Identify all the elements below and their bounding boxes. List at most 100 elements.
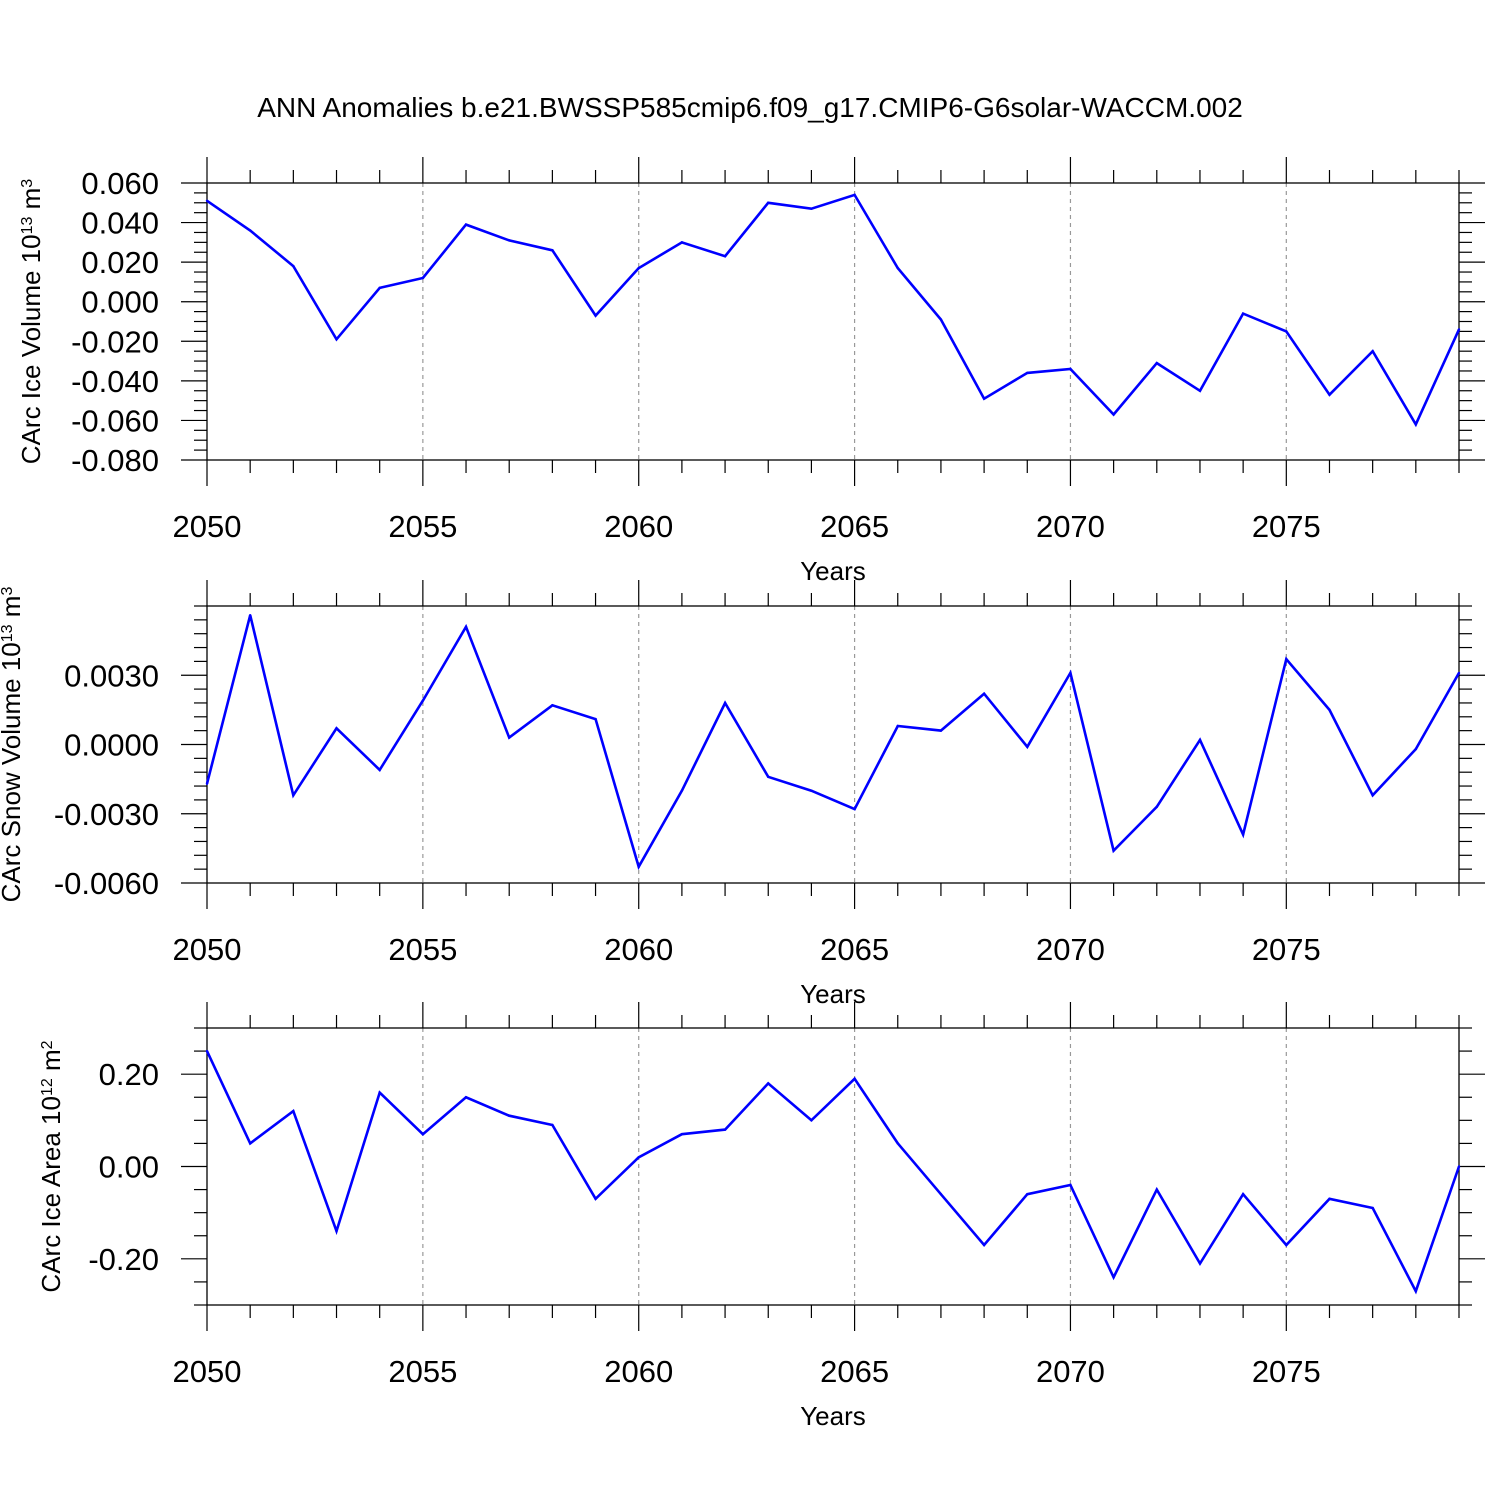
y-axis-label-part: CArc Ice Volume 10 — [16, 234, 46, 464]
data-point — [896, 724, 899, 728]
data-point — [378, 768, 381, 772]
data-point — [421, 1132, 425, 1136]
data-point — [1026, 1193, 1029, 1196]
data-point — [1026, 745, 1029, 749]
x-tick-label: 2050 — [173, 509, 242, 544]
x-tick-label: 2060 — [604, 509, 673, 544]
data-point — [1328, 708, 1331, 712]
data-point — [1414, 423, 1418, 426]
y-axis-label: CArc Snow Volume 1013 m3 — [0, 587, 26, 903]
data-point — [1241, 833, 1245, 836]
data-point — [1285, 330, 1288, 333]
data-point — [292, 264, 295, 268]
y-tick-label: -0.060 — [71, 403, 159, 438]
y-axis-label-superscript: 3 — [19, 179, 36, 188]
y-axis-label-superscript: 13 — [19, 217, 36, 235]
y-tick-label: 0.000 — [81, 285, 159, 320]
y-axis-label-part: m — [0, 596, 26, 625]
data-point — [982, 1243, 986, 1247]
data-point — [723, 255, 727, 258]
x-tick-label: 2065 — [820, 509, 889, 544]
data-point — [378, 1091, 381, 1094]
data-point — [1155, 805, 1158, 809]
data-point — [896, 266, 899, 270]
data-point — [1371, 794, 1374, 797]
data-point — [810, 1119, 813, 1122]
data-point — [551, 704, 554, 707]
data-point — [1198, 738, 1202, 742]
data-point — [637, 1156, 640, 1159]
x-tick-label: 2055 — [388, 932, 457, 967]
x-tick-label: 2055 — [388, 509, 457, 544]
y-tick-label: -0.020 — [71, 324, 159, 359]
y-tick-label: 0.20 — [99, 1057, 159, 1092]
x-tick-label: 2060 — [604, 1354, 673, 1389]
y-tick-label: 0.0030 — [64, 658, 159, 693]
data-point — [982, 397, 986, 400]
data-point — [335, 727, 338, 730]
data-point — [853, 193, 856, 197]
plot-frame — [206, 182, 1460, 461]
data-point — [1069, 1183, 1072, 1187]
plot-frame — [206, 1027, 1460, 1306]
data-point — [767, 1082, 770, 1085]
x-tick-label: 2060 — [604, 932, 673, 967]
y-axis-label-part: CArc Snow Volume 10 — [0, 642, 26, 902]
x-tick-label: 2075 — [1252, 932, 1321, 967]
data-point — [551, 249, 554, 252]
data-point — [1026, 371, 1029, 375]
series-line — [205, 614, 1461, 871]
data-point — [205, 782, 209, 785]
data-point — [1414, 747, 1418, 751]
data-point — [1414, 1289, 1418, 1293]
data-point — [1328, 1197, 1331, 1201]
data-point — [335, 1229, 338, 1233]
data-point — [1241, 312, 1245, 315]
panel-3: 0.20 0.00 -0.20 2050 2055 2060 2065 2070 2075 Yea… — [36, 1002, 1485, 1431]
y-tick-label: 0.020 — [81, 245, 159, 280]
data-point — [1112, 1276, 1115, 1279]
y-axis-label-part: m — [16, 188, 46, 217]
data-point — [205, 1049, 209, 1053]
x-tick-label: 2065 — [820, 1354, 889, 1389]
x-tick-label: 2075 — [1252, 509, 1321, 544]
data-point — [1155, 1188, 1158, 1191]
data-point — [292, 794, 295, 797]
y-tick-label: -0.0030 — [54, 797, 159, 832]
data-point — [1285, 657, 1288, 661]
x-tick-label: 2050 — [173, 932, 242, 967]
data-point — [1069, 671, 1072, 675]
data-point — [508, 736, 511, 739]
x-tick-label: 2070 — [1036, 1354, 1105, 1389]
data-point — [335, 338, 338, 341]
data-point — [248, 229, 252, 232]
data-point — [464, 1096, 468, 1099]
data-point — [1457, 671, 1461, 675]
data-point — [551, 1123, 554, 1127]
data-point — [1371, 1206, 1374, 1210]
y-tick-label: -0.080 — [71, 443, 159, 478]
data-point — [1069, 367, 1072, 371]
data-point — [1112, 413, 1115, 416]
y-axis-label-superscript: 3 — [0, 587, 16, 596]
data-point — [810, 789, 813, 792]
data-point — [1112, 849, 1115, 852]
data-point — [594, 1197, 597, 1201]
y-axis-label-superscript: 12 — [39, 1078, 56, 1096]
data-point — [1198, 1262, 1202, 1265]
data-point — [1198, 389, 1202, 392]
data-point — [939, 1193, 943, 1196]
series-line — [205, 1050, 1461, 1295]
data-point — [421, 699, 425, 702]
data-point — [421, 276, 425, 280]
x-tick-label: 2050 — [173, 1354, 242, 1389]
x-axis-label: Years — [800, 979, 866, 1009]
data-point — [205, 199, 209, 203]
data-point — [464, 223, 468, 226]
data-point — [810, 207, 813, 210]
y-tick-label: -0.0060 — [54, 866, 159, 901]
x-axis-label: Years — [800, 556, 866, 586]
y-tick-label: 0.00 — [99, 1150, 159, 1185]
y-axis-label-part: CArc Ice Area 10 — [36, 1096, 66, 1293]
